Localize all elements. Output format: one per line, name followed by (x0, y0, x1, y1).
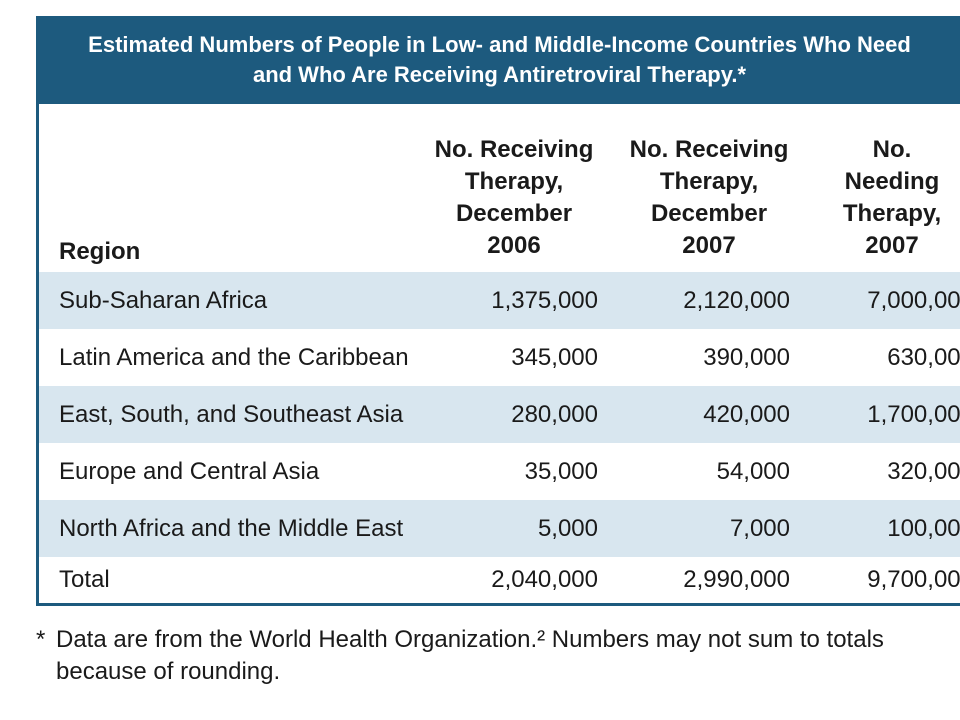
cell-needing-2007: 630,000 (887, 343, 960, 371)
cell-region: Europe and Central Asia (59, 457, 320, 485)
cell-receiving-2007: 390,000 (703, 343, 790, 371)
cell-region: Sub-Saharan Africa (59, 286, 268, 314)
header-line: No. Receiving (629, 136, 789, 163)
table-row: Sub-Saharan Africa 1,375,000 2,120,000 7… (39, 272, 960, 329)
header-line: Therapy, (464, 168, 564, 195)
header-line: No. Receiving (434, 136, 594, 163)
header-line: Needing (844, 168, 940, 195)
cell-receiving-2006: 345,000 (511, 343, 598, 371)
cell-region: Total (59, 566, 110, 593)
header-line: 2006 (487, 232, 541, 259)
cell-receiving-2007: 2,120,000 (683, 286, 790, 314)
footnote-marker: * (36, 626, 46, 653)
table-row: Latin America and the Caribbean 345,000 … (39, 329, 960, 386)
table-header: Region No. Receiving Therapy, December 2… (39, 104, 960, 272)
cell-needing-2007: 320,000 (887, 457, 960, 485)
footnote-text: Data are from the World Health Organizat… (56, 626, 884, 685)
header-line: Therapy, (659, 168, 759, 195)
table-row: North Africa and the Middle East 5,000 7… (39, 500, 960, 557)
column-header-receiving-2007: No. Receiving Therapy, December 2007 (619, 134, 799, 262)
table-frame: Estimated Numbers of People in Low- and … (36, 16, 960, 606)
cell-receiving-2007: 54,000 (716, 457, 790, 485)
header-line: No. (872, 136, 912, 163)
table-title-line-2: and Who Are Receiving Antiretroviral The… (252, 62, 747, 87)
cell-region: Latin America and the Caribbean (59, 343, 409, 371)
cell-receiving-2007: 420,000 (703, 400, 790, 428)
cell-receiving-2006: 1,375,000 (491, 286, 598, 314)
header-line: 2007 (865, 232, 919, 259)
header-line: December (650, 200, 768, 227)
table-title-line-1: Estimated Numbers of People in Low- and … (88, 32, 911, 57)
header-line: Therapy, (842, 200, 942, 227)
column-header-needing-2007: No. Needing Therapy, 2007 (817, 134, 960, 262)
table-footnote: * Data are from the World Health Organiz… (36, 624, 956, 688)
table-row: Europe and Central Asia 35,000 54,000 32… (39, 443, 960, 500)
cell-region: North Africa and the Middle East (59, 514, 404, 542)
cell-receiving-2006: 280,000 (511, 400, 598, 428)
cell-region: East, South, and Southeast Asia (59, 400, 404, 428)
cell-needing-2007: 7,000,000 (867, 286, 960, 314)
column-header-region: Region (59, 238, 141, 265)
cell-receiving-2006: 5,000 (537, 514, 598, 542)
cell-needing-2007: 100,000 (887, 514, 960, 542)
cell-needing-2007: 1,700,000 (867, 400, 960, 428)
table-row-total: Total 2,040,000 2,990,000 9,700,000 (39, 557, 960, 603)
cell-needing-2007: 9,700,000 (867, 566, 960, 593)
cell-receiving-2006: 2,040,000 (491, 566, 598, 593)
cell-receiving-2006: 35,000 (524, 457, 598, 485)
table-title: Estimated Numbers of People in Low- and … (39, 16, 960, 104)
header-line: December (455, 200, 573, 227)
table-row: East, South, and Southeast Asia 280,000 … (39, 386, 960, 443)
cell-receiving-2007: 2,990,000 (683, 566, 790, 593)
header-line: 2007 (682, 232, 736, 259)
cell-receiving-2007: 7,000 (729, 514, 790, 542)
column-header-receiving-2006: No. Receiving Therapy, December 2006 (424, 134, 604, 262)
